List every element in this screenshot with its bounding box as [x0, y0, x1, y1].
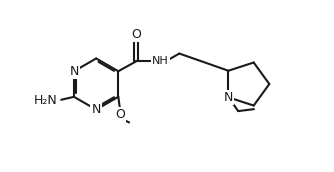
Text: N: N — [92, 103, 101, 116]
Text: H₂N: H₂N — [33, 94, 57, 107]
Text: NH: NH — [152, 56, 169, 66]
Text: N: N — [69, 65, 79, 78]
Text: N: N — [224, 91, 233, 104]
Text: O: O — [115, 108, 125, 121]
Text: O: O — [131, 28, 141, 41]
